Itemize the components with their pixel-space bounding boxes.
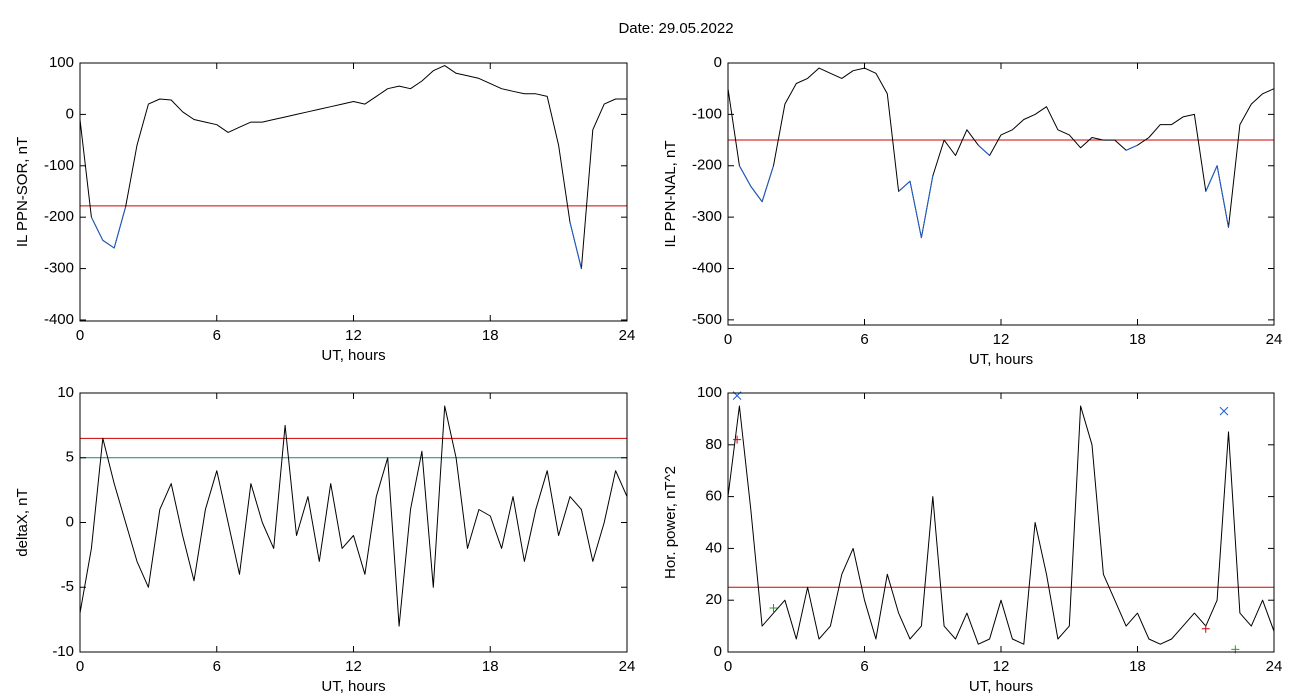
data-line xyxy=(727,405,1275,645)
y-tick-label: 0 xyxy=(714,54,722,71)
below-threshold-segment xyxy=(1125,144,1138,151)
marker xyxy=(1219,406,1229,416)
x-axis-label: UT, hours xyxy=(969,351,1033,368)
marker xyxy=(769,603,778,612)
y-axis-label: deltaX, nT xyxy=(14,488,31,556)
below-threshold-segment xyxy=(738,165,752,187)
below-threshold-segment xyxy=(102,239,115,249)
below-threshold-segment xyxy=(977,144,990,156)
y-tick-label: -200 xyxy=(692,157,722,174)
below-threshold-segment xyxy=(898,180,911,192)
plot-frame xyxy=(727,392,1275,653)
y-tick-label: -400 xyxy=(692,259,722,276)
y-tick-label: 0 xyxy=(66,105,74,122)
y-tick-label: -300 xyxy=(44,260,74,277)
x-tick-label: 12 xyxy=(993,331,1010,348)
below-threshold-segment xyxy=(920,175,934,238)
x-tick-label: 6 xyxy=(860,331,868,348)
x-tick-label: 18 xyxy=(1129,658,1146,675)
data-line xyxy=(79,405,628,627)
y-tick-label: -400 xyxy=(44,311,74,328)
y-axis-label: IL PPN-NAL, nT xyxy=(662,141,679,248)
x-tick-label: 0 xyxy=(76,658,84,675)
x-tick-label: 24 xyxy=(619,658,636,675)
x-tick-label: 18 xyxy=(482,658,499,675)
y-tick-label: 100 xyxy=(49,54,74,71)
data-line xyxy=(79,65,627,270)
x-tick-label: 18 xyxy=(482,327,499,344)
y-tick-label: 20 xyxy=(705,591,722,608)
y-tick-label: 100 xyxy=(697,384,722,401)
x-axis-label: UT, hours xyxy=(969,678,1033,695)
x-axis-label: UT, hours xyxy=(321,678,385,695)
y-tick-label: 80 xyxy=(705,436,722,453)
below-threshold-segment xyxy=(909,181,922,238)
y-tick-label: 10 xyxy=(57,384,74,401)
below-threshold-segment xyxy=(1216,165,1229,228)
x-tick-label: 24 xyxy=(1266,331,1283,348)
y-tick-label: 0 xyxy=(714,643,722,660)
x-tick-label: 6 xyxy=(213,658,221,675)
x-tick-label: 24 xyxy=(1266,658,1283,675)
x-tick-label: 6 xyxy=(860,658,868,675)
x-tick-label: 24 xyxy=(619,327,636,344)
plot-frame xyxy=(79,392,628,653)
below-threshold-segment xyxy=(750,185,763,203)
x-tick-label: 0 xyxy=(724,331,732,348)
page-title: Date: 29.05.2022 xyxy=(618,20,733,37)
y-tick-label: 5 xyxy=(66,449,74,466)
data-line xyxy=(727,67,1275,239)
marker xyxy=(1201,624,1210,633)
y-tick-label: -10 xyxy=(52,643,74,660)
y-tick-label: -500 xyxy=(692,311,722,328)
x-tick-label: 12 xyxy=(993,658,1010,675)
y-tick-label: -100 xyxy=(44,157,74,174)
x-tick-label: 12 xyxy=(345,327,362,344)
y-tick-label: -100 xyxy=(692,105,722,122)
y-tick-label: 40 xyxy=(705,539,722,556)
below-threshold-segment xyxy=(90,216,104,241)
x-axis-label: UT, hours xyxy=(321,347,385,364)
y-tick-label: -300 xyxy=(692,208,722,225)
x-tick-label: 0 xyxy=(724,658,732,675)
plot-frame xyxy=(727,62,1275,326)
marker xyxy=(733,435,742,444)
x-tick-label: 0 xyxy=(76,327,84,344)
below-threshold-segment xyxy=(761,165,774,202)
x-tick-label: 12 xyxy=(345,658,362,675)
below-threshold-segment xyxy=(569,222,582,269)
below-threshold-segment xyxy=(113,206,127,249)
y-axis-label: IL PPN-SOR, nT xyxy=(14,137,31,247)
x-tick-label: 6 xyxy=(213,327,221,344)
y-tick-label: 0 xyxy=(66,513,74,530)
y-axis-label: Hor. power, nT^2 xyxy=(662,466,679,579)
below-threshold-segment xyxy=(1205,165,1218,192)
x-tick-label: 18 xyxy=(1129,331,1146,348)
y-tick-label: 60 xyxy=(705,488,722,505)
y-tick-label: -200 xyxy=(44,208,74,225)
y-tick-label: -5 xyxy=(61,578,74,595)
